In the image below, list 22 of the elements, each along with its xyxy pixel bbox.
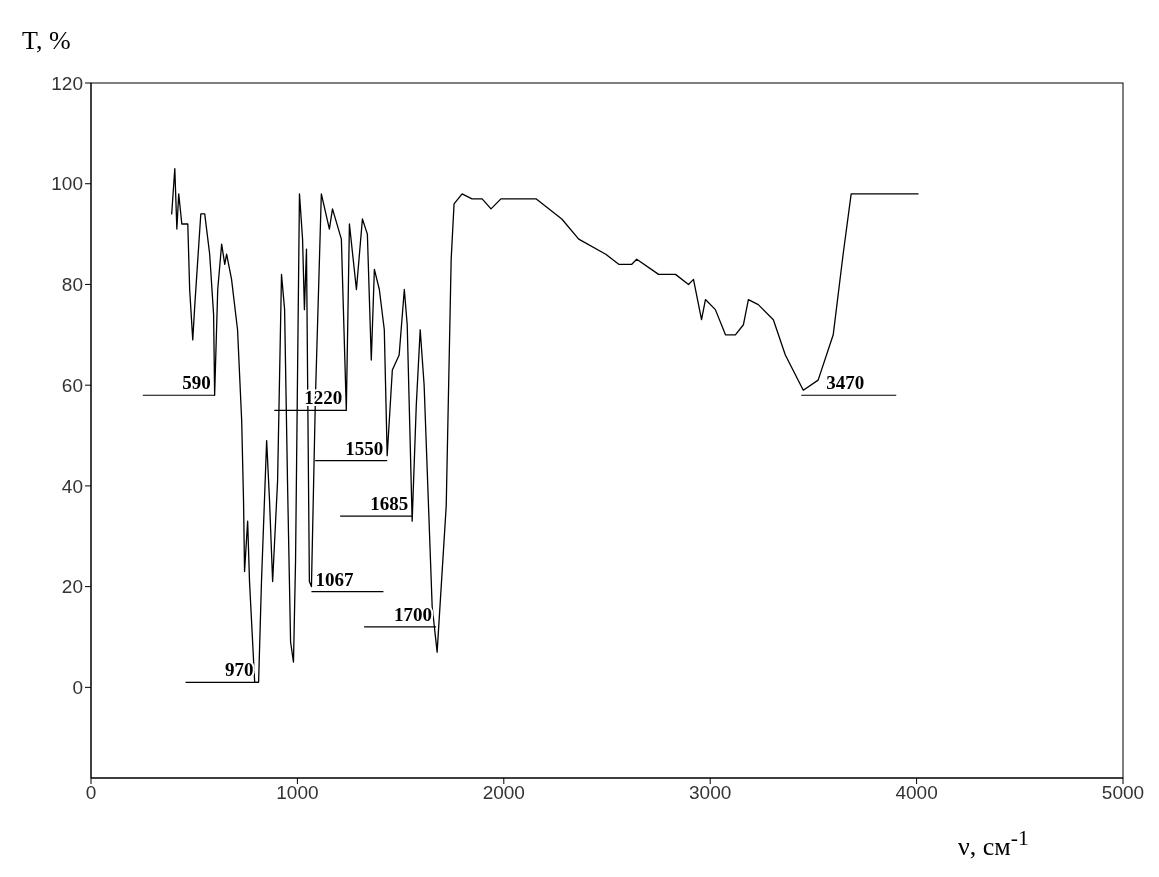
annotation: 1067 [315,568,354,590]
y-tick-label: 80 [61,274,83,296]
annotation: 3470 [826,372,865,394]
x-tick-label: 3000 [689,782,732,804]
y-tick-label: 0 [72,677,83,699]
x-tick-label: 5000 [1101,782,1145,804]
annotation: 590 [182,372,211,394]
annotation: 970 [225,659,254,681]
y-tick-label: 40 [61,475,83,497]
y-tick-label: 100 [51,173,83,195]
x-tick-label: 2000 [482,782,525,804]
x-tick-label: 0 [85,782,97,804]
y-tick-label: 120 [51,72,83,94]
x-axis-title: ν, см$^{-1}$ [958,826,1029,862]
y-tick-label: 20 [61,576,83,598]
annotation: 1550 [345,437,384,459]
annotation: 1685 [370,493,409,515]
annotation: 1700 [394,603,433,625]
y-axis-title: T, % [22,26,71,56]
x-tick-label: 4000 [895,782,938,804]
x-tick-label: 1000 [276,782,319,804]
y-tick-label: 60 [61,374,83,396]
